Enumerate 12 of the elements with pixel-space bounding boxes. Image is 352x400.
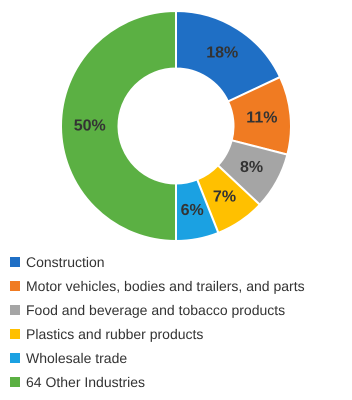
legend-label: 64 Other Industries bbox=[26, 374, 146, 390]
data-label: 18% bbox=[206, 44, 238, 62]
legend-label: Construction bbox=[26, 254, 105, 270]
data-label: 7% bbox=[212, 188, 236, 206]
legend-label: Motor vehicles, bodies and trailers, and parts bbox=[26, 278, 305, 294]
legend-label: Plastics and rubber products bbox=[26, 326, 204, 342]
data-label: 11% bbox=[246, 109, 278, 126]
data-label: 6% bbox=[180, 202, 204, 220]
legend-label: Wholesale trade bbox=[26, 350, 128, 366]
data-label: 8% bbox=[240, 158, 264, 176]
legend-label: Food and beverage and tobacco products bbox=[26, 302, 286, 318]
data-label: 50% bbox=[74, 117, 106, 134]
